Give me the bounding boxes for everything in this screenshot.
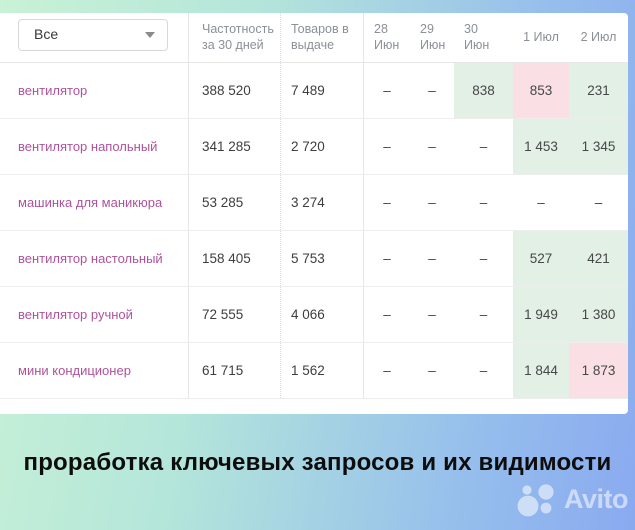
date-label: 30 Июн: [464, 21, 490, 52]
table-row: вентилятор напольный 341 285 2 720 – – –…: [0, 119, 628, 175]
day-cell: 1 345: [569, 119, 628, 174]
products-cell: 2 720: [280, 119, 363, 174]
day-cell: –: [428, 251, 436, 266]
date-label: 29 Июн: [420, 21, 446, 52]
day-cell: 1 873: [569, 343, 628, 398]
column-header-date: 29 Июн: [410, 13, 454, 62]
avito-dots-icon: [517, 484, 554, 517]
keyword-link[interactable]: вентилятор настольный: [18, 251, 163, 266]
day-cell: 838: [454, 63, 513, 118]
day-cell: –: [428, 307, 436, 322]
keywords-table: Все Частотность за 30 дней Товаров в выд…: [0, 13, 628, 414]
products-cell: 7 489: [280, 63, 363, 118]
table-row: вентилятор ручной 72 555 4 066 – – – 1 9…: [0, 287, 628, 343]
table-row: вентилятор настольный 158 405 5 753 – – …: [0, 231, 628, 287]
products-cell: 3 274: [280, 175, 363, 230]
day-cell: 853: [513, 63, 569, 118]
table-row-partial: [0, 399, 628, 414]
column-header-date: 2 Июл: [580, 29, 617, 44]
column-header-frequency: Частотность за 30 дней: [188, 13, 280, 62]
keyword-link[interactable]: вентилятор: [18, 83, 88, 98]
day-cell: –: [479, 139, 488, 154]
avito-logo: Avito: [515, 481, 629, 517]
table-row: вентилятор 388 520 7 489 – – 838 853 231: [0, 63, 628, 119]
day-cell: –: [363, 119, 410, 174]
day-cell: –: [428, 363, 436, 378]
day-cell: 527: [513, 231, 569, 286]
column-header-date: 28 Июн: [363, 13, 410, 62]
table-row: машинка для маникюра 53 285 3 274 – – – …: [0, 175, 628, 231]
column-header-date: 30 Июн: [454, 13, 513, 62]
day-cell: 1 380: [569, 287, 628, 342]
day-cell: –: [363, 175, 410, 230]
frequency-cell: 72 555: [188, 287, 280, 342]
day-cell: –: [428, 195, 436, 210]
day-cell: –: [363, 343, 410, 398]
chevron-down-icon: [145, 32, 155, 38]
banner-title: проработка ключевых запросов и их видимо…: [23, 449, 612, 476]
day-cell: –: [479, 307, 488, 322]
day-cell: –: [363, 231, 410, 286]
day-cell: –: [594, 195, 603, 210]
day-cell: –: [537, 195, 545, 210]
keyword-link[interactable]: вентилятор напольный: [18, 139, 158, 154]
frequency-cell: 158 405: [188, 231, 280, 286]
date-label: 28 Июн: [374, 21, 400, 52]
day-cell: 1 844: [513, 343, 569, 398]
day-cell: –: [363, 63, 410, 118]
products-cell: 4 066: [280, 287, 363, 342]
filter-dropdown[interactable]: Все: [18, 19, 168, 51]
products-cell: 5 753: [280, 231, 363, 286]
day-cell: –: [363, 287, 410, 342]
filter-value: Все: [34, 26, 59, 43]
frequency-cell: 61 715: [188, 343, 280, 398]
table-header-row: Все Частотность за 30 дней Товаров в выд…: [0, 13, 628, 63]
keyword-link[interactable]: вентилятор ручной: [18, 307, 133, 322]
frequency-cell: 388 520: [188, 63, 280, 118]
table-row: мини кондиционер 61 715 1 562 – – – 1 84…: [0, 343, 628, 399]
bottom-banner: проработка ключевых запросов и их видимо…: [0, 414, 635, 530]
day-cell: 421: [569, 231, 628, 286]
keyword-link[interactable]: мини кондиционер: [18, 363, 131, 378]
day-cell: 1 949: [513, 287, 569, 342]
frequency-cell: 53 285: [188, 175, 280, 230]
filter-cell: Все: [0, 13, 188, 62]
keyword-link[interactable]: машинка для маникюра: [18, 195, 163, 210]
day-cell: –: [428, 83, 436, 98]
day-cell: 231: [569, 63, 628, 118]
day-cell: –: [479, 195, 488, 210]
day-cell: –: [479, 251, 488, 266]
frequency-cell: 341 285: [188, 119, 280, 174]
avito-wordmark: Avito: [564, 483, 629, 514]
column-header-products: Товаров в выдаче: [280, 13, 363, 62]
day-cell: –: [479, 363, 488, 378]
products-cell: 1 562: [280, 343, 363, 398]
day-cell: 1 453: [513, 119, 569, 174]
day-cell: –: [428, 139, 436, 154]
column-header-date: 1 Июл: [523, 29, 559, 44]
